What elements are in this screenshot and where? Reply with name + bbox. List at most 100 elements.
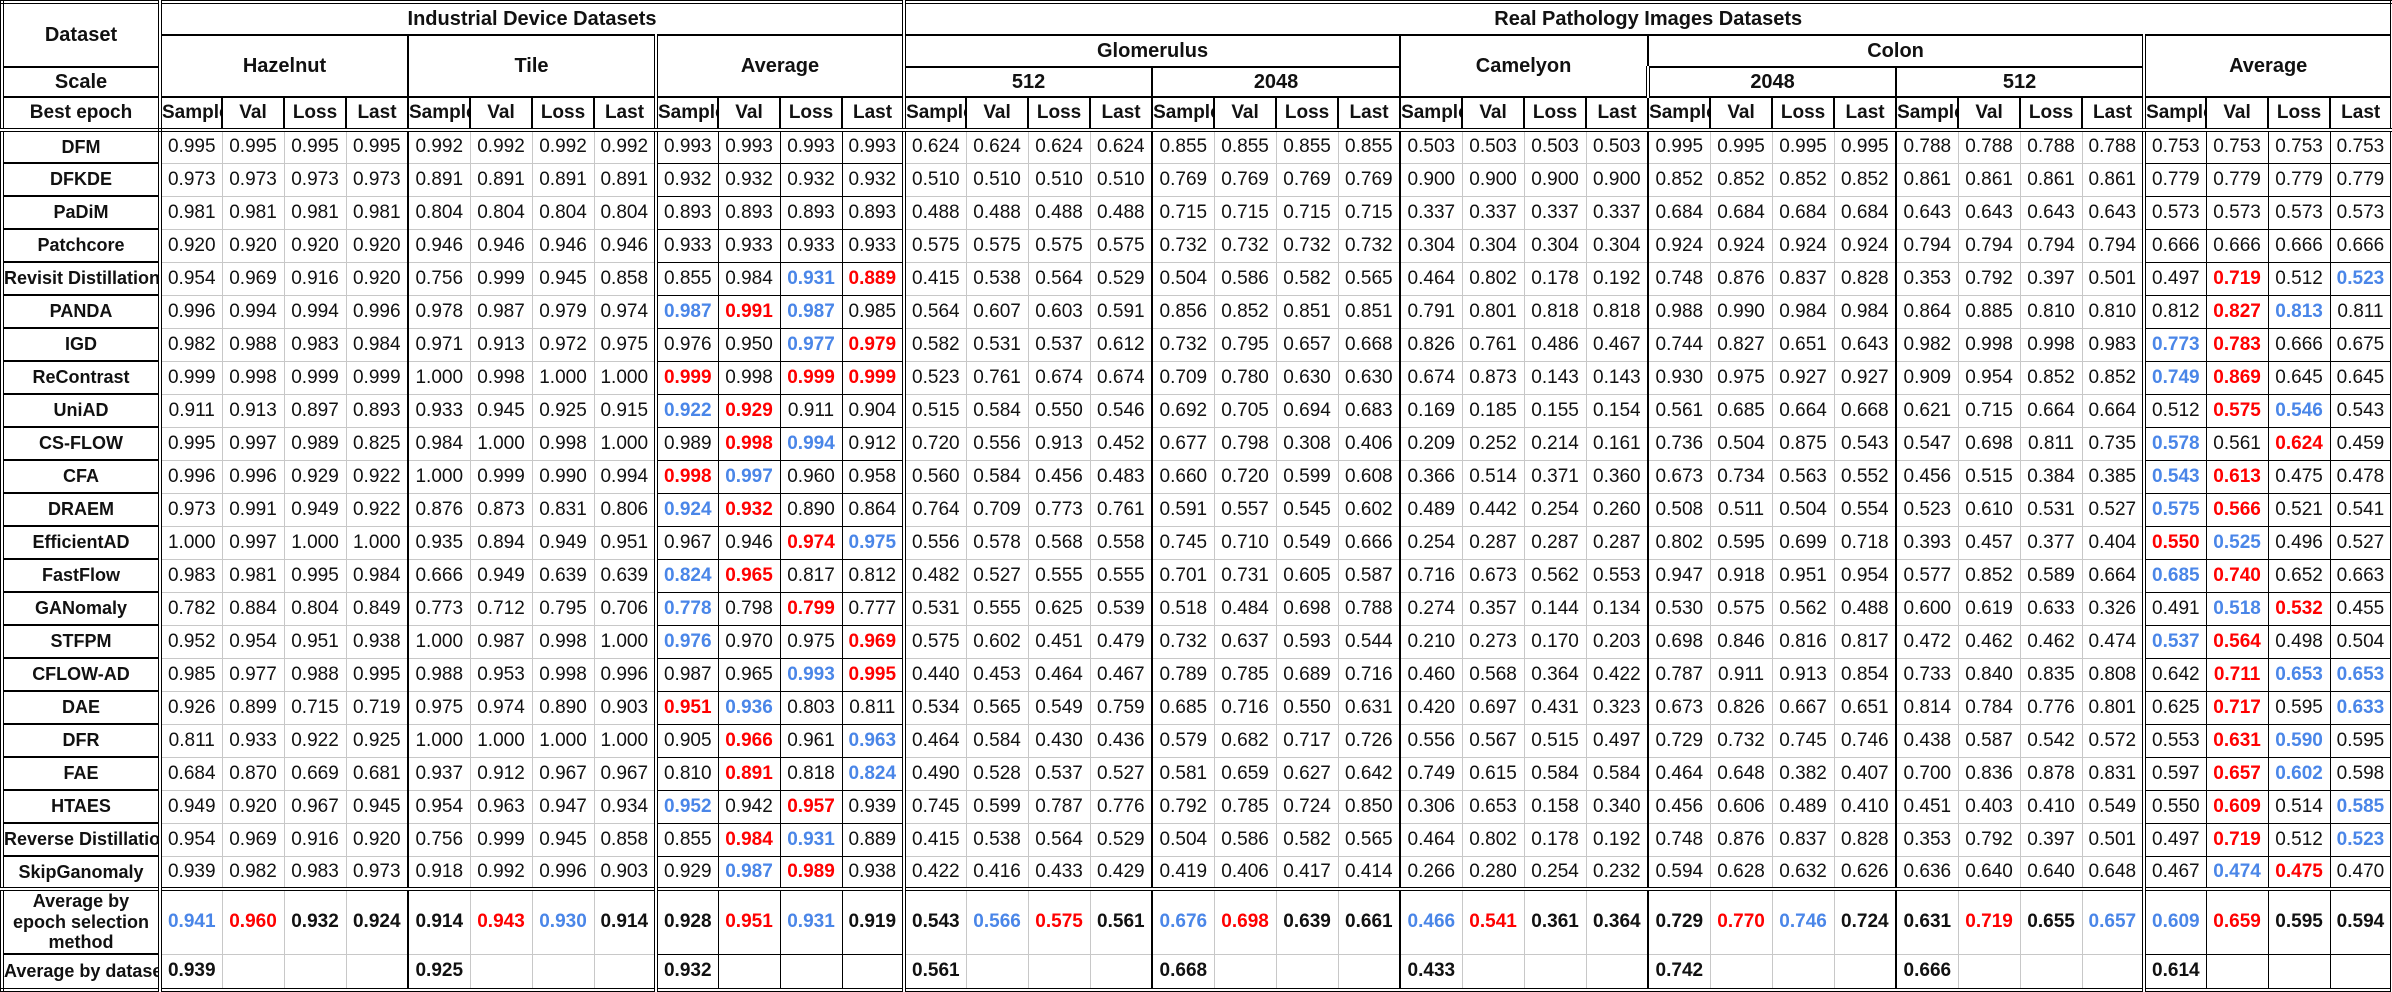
average-metric-cell: 0.541 xyxy=(1461,886,1525,955)
metric-cell: 0.996 xyxy=(221,459,285,494)
average-metric-cell: 0.928 xyxy=(654,886,719,955)
metric-cell: 0.700 xyxy=(1895,756,1959,791)
dataset-average-cell: 0.666 xyxy=(1895,953,1959,991)
method-row: Revisit Distillation 0.954 0.969 0.916 0.920… xyxy=(1,261,2392,296)
metric-cell: 0.433 xyxy=(1027,855,1091,890)
metric-cell: 0.609 xyxy=(2205,789,2269,824)
metric-cell: 0.512 xyxy=(2142,393,2207,428)
metric-cell: 0.612 xyxy=(1089,327,1153,362)
method-name-cell: FAE xyxy=(1,756,162,791)
column-header-last: Last xyxy=(1585,96,1650,132)
metric-cell: 0.794 xyxy=(2019,228,2083,263)
metric-cell: 0.594 xyxy=(1647,855,1711,890)
method-name-cell: SkipGanomaly xyxy=(1,855,162,890)
metric-cell: 0.504 xyxy=(1709,426,1773,461)
metric-cell: 0.530 xyxy=(1647,591,1711,626)
dataset-average-cell xyxy=(2081,953,2145,991)
metric-cell: 0.568 xyxy=(1461,657,1525,692)
metric-cell: 0.483 xyxy=(1089,459,1153,494)
metric-cell: 0.337 xyxy=(1461,195,1525,230)
metric-cell: 0.464 xyxy=(1027,657,1091,692)
metric-cell: 0.973 xyxy=(158,162,223,197)
metric-cell: 0.999 xyxy=(345,360,409,395)
metric-cell: 0.778 xyxy=(654,591,719,626)
metric-cell: 0.673 xyxy=(1461,558,1525,593)
average-metric-cell: 0.543 xyxy=(902,886,967,955)
metric-cell: 0.749 xyxy=(2142,360,2207,395)
dataset-average-cell xyxy=(1027,953,1091,991)
metric-cell: 0.716 xyxy=(1213,690,1277,725)
metric-cell: 0.981 xyxy=(158,195,223,230)
metric-cell: 1.000 xyxy=(407,723,471,758)
method-row: Reverse Distillation 0.954 0.969 0.916 0.920… xyxy=(1,822,2392,857)
metric-cell: 0.998 xyxy=(2019,327,2083,362)
metric-cell: 0.631 xyxy=(1337,690,1401,725)
average-metric-cell: 0.960 xyxy=(221,886,285,955)
metric-cell: 0.876 xyxy=(407,492,471,527)
method-row: PaDiM 0.981 0.981 0.981 0.981 0.804 0.804 0.804… xyxy=(1,195,2392,230)
metric-cell: 0.791 xyxy=(1399,294,1463,329)
metric-cell: 0.633 xyxy=(2329,690,2392,725)
metric-cell: 0.710 xyxy=(1213,525,1277,560)
metric-cell: 0.788 xyxy=(1957,129,2021,164)
metric-cell: 0.827 xyxy=(2205,294,2269,329)
metric-cell: 0.794 xyxy=(1957,228,2021,263)
metric-cell: 0.954 xyxy=(158,822,223,857)
metric-cell: 0.578 xyxy=(965,525,1029,560)
metric-cell: 0.653 xyxy=(2267,657,2331,692)
metric-cell: 0.994 xyxy=(283,294,347,329)
metric-cell: 0.550 xyxy=(2142,789,2207,824)
metric-cell: 0.674 xyxy=(1027,360,1091,395)
metric-cell: 0.512 xyxy=(2267,261,2331,296)
metric-cell: 0.900 xyxy=(1399,162,1463,197)
metric-cell: 0.364 xyxy=(1523,657,1587,692)
metric-cell: 0.933 xyxy=(841,228,905,263)
metric-cell: 0.523 xyxy=(1895,492,1959,527)
metric-cell: 0.932 xyxy=(779,162,843,197)
metric-cell: 0.912 xyxy=(469,756,533,791)
metric-cell: 0.337 xyxy=(1399,195,1463,230)
metric-cell: 0.900 xyxy=(1585,162,1649,197)
metric-cell: 0.976 xyxy=(654,624,719,659)
metric-cell: 0.407 xyxy=(1833,756,1897,791)
metric-cell: 0.337 xyxy=(1523,195,1587,230)
metric-cell: 0.192 xyxy=(1585,822,1649,857)
metric-cell: 0.891 xyxy=(531,162,595,197)
metric-cell: 0.970 xyxy=(717,624,781,659)
metric-cell: 0.716 xyxy=(1337,657,1401,692)
average-metric-cell: 0.639 xyxy=(1275,886,1339,955)
metric-cell: 0.602 xyxy=(1337,492,1401,527)
metric-cell: 0.717 xyxy=(2205,690,2269,725)
average-metric-cell: 0.575 xyxy=(1027,886,1091,955)
metric-cell: 0.161 xyxy=(1585,426,1649,461)
metric-cell: 0.664 xyxy=(1771,393,1835,428)
metric-cell: 0.984 xyxy=(717,261,781,296)
metric-cell: 0.643 xyxy=(2019,195,2083,230)
metric-cell: 0.625 xyxy=(1027,591,1091,626)
metric-cell: 0.440 xyxy=(902,657,967,692)
metric-cell: 0.452 xyxy=(1089,426,1153,461)
metric-cell: 0.861 xyxy=(2081,162,2145,197)
column-header-last: Last xyxy=(2329,96,2392,132)
metric-cell: 0.850 xyxy=(1337,789,1401,824)
metric-cell: 0.852 xyxy=(1771,162,1835,197)
metric-cell: 0.414 xyxy=(1337,855,1401,890)
metric-cell: 0.582 xyxy=(1275,261,1339,296)
metric-cell: 0.169 xyxy=(1399,393,1463,428)
metric-cell: 0.779 xyxy=(2205,162,2269,197)
column-header-last: Last xyxy=(345,96,409,132)
method-row: IGD 0.982 0.988 0.983 0.984 0.971 0.913 0.972 0.… xyxy=(1,327,2392,362)
metric-cell: 0.753 xyxy=(2142,129,2207,164)
metric-cell: 0.808 xyxy=(2081,657,2145,692)
metric-cell: 0.801 xyxy=(1461,294,1525,329)
metric-cell: 0.946 xyxy=(469,228,533,263)
metric-cell: 0.549 xyxy=(2081,789,2145,824)
metric-cell: 0.643 xyxy=(1833,327,1897,362)
metric-cell: 0.998 xyxy=(531,657,595,692)
metric-cell: 0.674 xyxy=(1399,360,1463,395)
metric-cell: 0.490 xyxy=(902,756,967,791)
metric-cell: 0.893 xyxy=(841,195,905,230)
metric-cell: 0.802 xyxy=(1647,525,1711,560)
metric-cell: 0.451 xyxy=(1027,624,1091,659)
